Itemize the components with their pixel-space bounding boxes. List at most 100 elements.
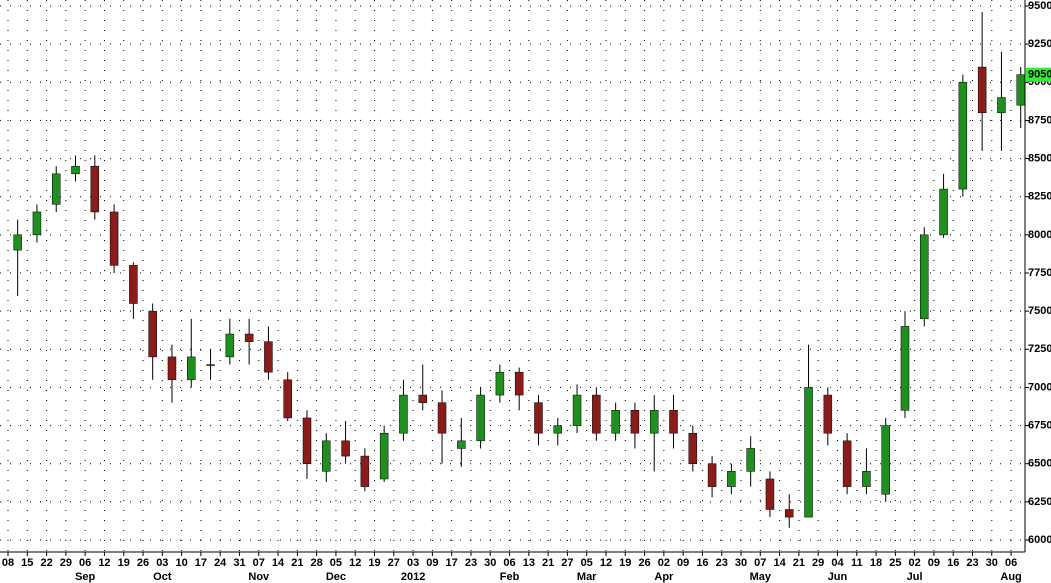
x-tick-label: 09	[677, 557, 689, 569]
x-tick-label: 26	[137, 557, 149, 569]
candle-body	[148, 310, 157, 358]
candle-body	[264, 341, 273, 373]
candle-body	[457, 440, 466, 449]
last-price-label: 9050	[1028, 69, 1051, 81]
candle-body	[958, 82, 968, 190]
month-label: Nov	[248, 571, 270, 583]
x-tick-label: 12	[98, 557, 110, 569]
candle-body	[765, 478, 775, 510]
x-tick-label: 27	[561, 557, 573, 569]
candle-body	[514, 371, 524, 396]
x-tick-label: 07	[253, 557, 265, 569]
month-label: Oct	[153, 571, 172, 583]
x-tick-label: 14	[272, 557, 285, 569]
y-tick-label: 7500	[1028, 305, 1051, 317]
x-tick-label: 06	[1005, 557, 1017, 569]
x-tick-label: 07	[754, 557, 766, 569]
candle-body	[804, 387, 813, 518]
y-tick-label: 6000	[1028, 534, 1051, 546]
x-tick-label: 02	[658, 557, 670, 569]
candle-body	[881, 425, 890, 495]
x-tick-label: 30	[735, 557, 747, 569]
x-tick-label: 12	[600, 557, 612, 569]
y-tick-label: 8500	[1028, 152, 1051, 164]
x-tick-label: 08	[2, 557, 14, 569]
x-tick-label: 19	[619, 557, 631, 569]
candle-body	[592, 394, 601, 434]
x-tick-label: 23	[716, 557, 728, 569]
candle-body	[244, 333, 254, 342]
x-tick-label: 22	[40, 557, 52, 569]
y-tick-label: 9500	[1028, 0, 1051, 12]
candle-body	[746, 448, 755, 472]
x-tick-label: 03	[407, 557, 419, 569]
month-label: Apr	[654, 571, 674, 583]
candle-body	[572, 394, 582, 426]
candle-body	[997, 97, 1006, 114]
candle-body	[1016, 74, 1025, 106]
x-tick-label: 18	[870, 557, 882, 569]
month-label: Mar	[577, 571, 597, 583]
month-label: Aug	[1000, 571, 1021, 583]
x-tick-label: 04	[831, 557, 844, 569]
y-tick-label: 9250	[1028, 38, 1051, 50]
candle-body	[920, 234, 929, 320]
month-label: Jun	[828, 571, 848, 583]
x-tick-label: 16	[696, 557, 708, 569]
x-tick-label: 26	[638, 557, 650, 569]
x-tick-label: 05	[581, 557, 593, 569]
candle-body	[534, 402, 543, 434]
candle-body	[71, 165, 80, 175]
candle-body	[939, 188, 948, 236]
month-label: Feb	[500, 571, 520, 583]
candle-body	[51, 173, 61, 205]
candle-body	[977, 66, 987, 114]
x-tick-label: 16	[947, 557, 959, 569]
x-tick-label: 29	[812, 557, 824, 569]
candle-body	[553, 425, 563, 434]
x-tick-label: 23	[465, 557, 477, 569]
y-tick-label: 6750	[1028, 419, 1051, 431]
candle-body	[900, 326, 910, 411]
candle-body	[688, 432, 698, 464]
y-tick-label: 8750	[1028, 114, 1051, 126]
x-tick-label: 21	[542, 557, 554, 569]
candle-body	[823, 394, 833, 434]
x-tick-label: 09	[426, 557, 438, 569]
candle-body	[109, 211, 119, 266]
x-tick-label: 09	[928, 557, 940, 569]
candle-body	[341, 440, 350, 457]
y-tick-label: 6250	[1028, 496, 1051, 508]
x-tick-label: 17	[446, 557, 458, 569]
x-tick-label: 31	[233, 557, 245, 569]
x-tick-label: 05	[330, 557, 342, 569]
x-tick-label: 19	[118, 557, 130, 569]
candle-body	[476, 394, 485, 442]
candle-body	[32, 211, 42, 236]
x-tick-label: 30	[986, 557, 998, 569]
y-tick-label: 8250	[1028, 191, 1051, 203]
month-label: 2012	[401, 571, 425, 583]
candle-body	[842, 440, 852, 487]
y-tick-label: 6500	[1028, 458, 1051, 470]
y-tick-label: 7250	[1028, 343, 1051, 355]
candle-body	[495, 371, 505, 396]
candle-body	[283, 379, 292, 419]
x-tick-label: 29	[60, 557, 72, 569]
x-tick-label: 03	[156, 557, 168, 569]
x-tick-label: 24	[214, 557, 227, 569]
candle-body	[206, 364, 215, 366]
candle-body	[13, 234, 22, 251]
x-tick-label: 02	[909, 557, 921, 569]
x-tick-label: 27	[388, 557, 400, 569]
x-tick-label: 21	[291, 557, 303, 569]
x-tick-label: 17	[195, 557, 207, 569]
candle-body	[418, 394, 427, 403]
candle-body	[167, 356, 177, 381]
candle-body	[784, 509, 794, 518]
last-price-box	[1026, 67, 1051, 82]
candle-body	[187, 356, 196, 381]
